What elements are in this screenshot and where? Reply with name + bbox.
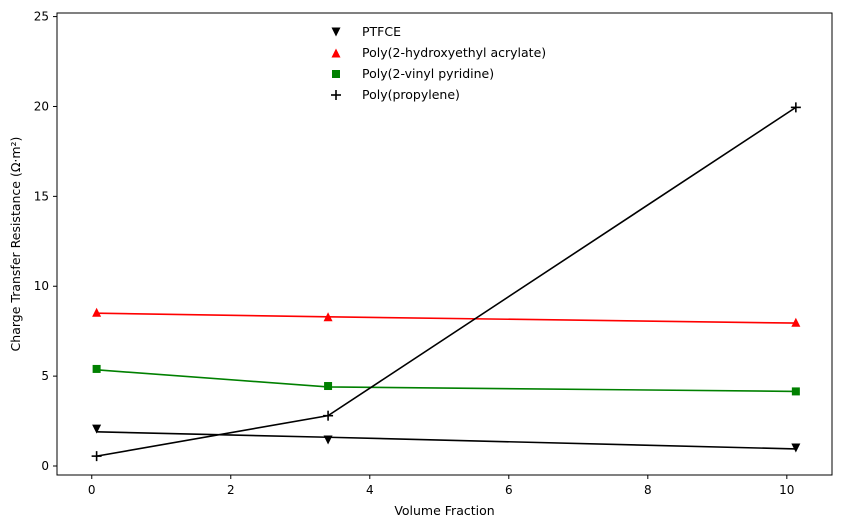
legend-item-ptfce: PTFCE bbox=[331, 24, 401, 39]
data-point-ptfce bbox=[92, 424, 102, 434]
data-point-ptfce bbox=[791, 443, 801, 453]
data-point-ptfce bbox=[323, 435, 333, 445]
legend-label-ptfce: PTFCE bbox=[362, 24, 401, 39]
y-axis-ticks: 0 5 10 15 20 25 bbox=[34, 10, 57, 473]
data-point-poly-propylene bbox=[790, 102, 801, 113]
legend-label-poly-2-hydroxyethyl-acrylate: Poly(2-hydroxyethyl acrylate) bbox=[362, 45, 546, 60]
series-ptfce bbox=[92, 424, 801, 453]
y-tick-label: 25 bbox=[34, 10, 49, 24]
series-poly-propylene bbox=[91, 102, 801, 462]
legend-item-poly-2-hydroxyethyl-acrylate: Poly(2-hydroxyethyl acrylate) bbox=[331, 45, 546, 60]
series-layer bbox=[91, 102, 801, 462]
legend-marker-poly-2-vinyl-pyridine bbox=[332, 70, 340, 78]
series-poly-2-hydroxyethyl-acrylate bbox=[92, 307, 801, 327]
y-axis-label: Charge Transfer Resistance (Ω·m²) bbox=[8, 137, 23, 352]
data-point-poly-2-vinyl-pyridine bbox=[791, 387, 800, 396]
x-tick-label: 10 bbox=[779, 483, 794, 497]
y-tick-label: 0 bbox=[41, 459, 49, 473]
x-axis-ticks: 0 2 4 6 8 10 bbox=[88, 475, 794, 497]
legend-marker-poly-propylene bbox=[331, 90, 341, 100]
y-tick-label: 5 bbox=[41, 369, 49, 383]
y-tick-label: 15 bbox=[34, 189, 49, 203]
x-tick-label: 2 bbox=[227, 483, 235, 497]
data-point-poly-propylene bbox=[323, 410, 334, 421]
legend-marker-poly-2-hydroxyethyl-acrylate bbox=[331, 48, 341, 58]
data-point-poly-2-vinyl-pyridine bbox=[324, 382, 333, 391]
legend-label-poly-propylene: Poly(propylene) bbox=[362, 87, 460, 102]
x-tick-label: 4 bbox=[366, 483, 374, 497]
legend-label-poly-2-vinyl-pyridine: Poly(2-vinyl pyridine) bbox=[362, 66, 494, 81]
legend-item-poly-2-vinyl-pyridine: Poly(2-vinyl pyridine) bbox=[332, 66, 494, 81]
x-tick-label: 0 bbox=[88, 483, 96, 497]
plot-area bbox=[56, 12, 833, 476]
x-tick-label: 6 bbox=[505, 483, 513, 497]
data-point-poly-propylene bbox=[91, 451, 102, 462]
x-tick-label: 8 bbox=[644, 483, 652, 497]
y-tick-label: 10 bbox=[34, 279, 49, 293]
series-poly-2-vinyl-pyridine bbox=[92, 364, 800, 396]
data-point-poly-2-hydroxyethyl-acrylate bbox=[323, 312, 333, 322]
legend-item-poly-propylene: Poly(propylene) bbox=[331, 87, 460, 102]
legend: PTFCE Poly(2-hydroxyethyl acrylate) Poly(2… bbox=[331, 24, 546, 102]
data-point-poly-2-hydroxyethyl-acrylate bbox=[791, 317, 801, 327]
x-axis-label: Volume Fraction bbox=[394, 503, 494, 518]
y-tick-label: 20 bbox=[34, 99, 49, 113]
data-point-poly-2-vinyl-pyridine bbox=[92, 364, 101, 373]
legend-marker-ptfce bbox=[331, 27, 341, 37]
data-point-poly-2-hydroxyethyl-acrylate bbox=[92, 307, 102, 317]
